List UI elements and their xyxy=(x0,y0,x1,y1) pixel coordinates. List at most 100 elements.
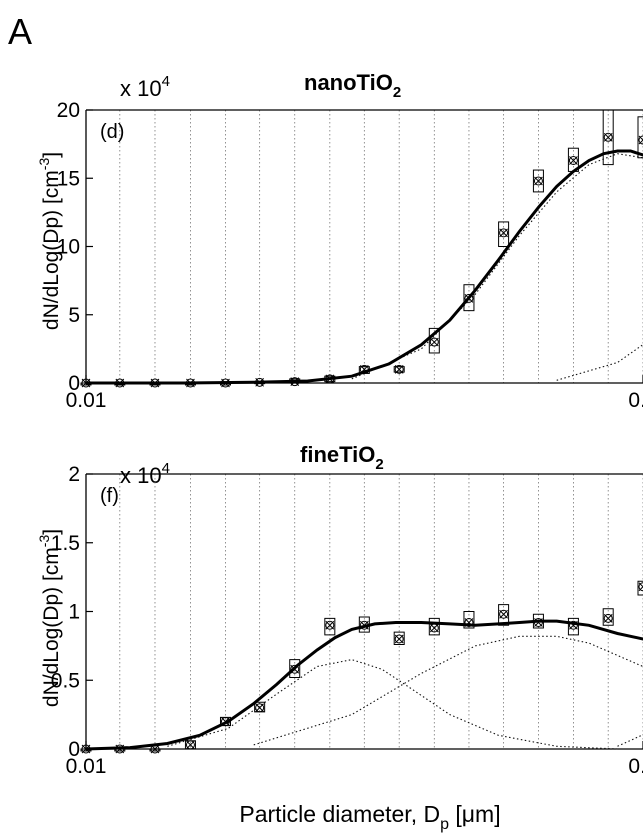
x-tick-label: 0.1 xyxy=(628,755,643,778)
mean-circle xyxy=(359,364,369,374)
mean-circle xyxy=(603,132,613,142)
data-point xyxy=(428,617,440,636)
cross-marker xyxy=(290,664,300,674)
range-box xyxy=(289,378,301,384)
cross-marker xyxy=(290,377,300,386)
y-tick-label: 20 xyxy=(57,99,80,122)
data-point xyxy=(289,377,301,387)
data-point xyxy=(637,116,643,159)
mean-circle xyxy=(429,623,439,633)
range-box xyxy=(428,327,440,354)
data-point xyxy=(393,631,405,645)
mean-circle xyxy=(464,618,474,627)
mean-circle xyxy=(325,620,335,630)
mean-circle xyxy=(220,717,230,726)
data-point xyxy=(149,744,161,754)
cross-marker xyxy=(359,620,369,630)
cross-marker xyxy=(115,378,125,388)
cross-marker xyxy=(638,582,643,592)
range-box xyxy=(428,617,440,636)
cross-marker xyxy=(603,132,613,142)
cross-marker xyxy=(221,717,230,726)
cross-marker xyxy=(359,364,369,374)
data-point xyxy=(324,374,336,384)
mean-circle xyxy=(150,378,160,388)
mean-circle xyxy=(603,613,613,623)
mean-circle xyxy=(359,620,369,630)
range-box xyxy=(532,613,544,629)
data-point xyxy=(358,364,370,374)
cross-marker xyxy=(464,618,474,627)
range-box xyxy=(567,617,579,636)
cross-marker xyxy=(569,156,578,165)
data-point xyxy=(463,284,475,312)
data-point xyxy=(498,221,510,247)
mean-circle xyxy=(638,582,643,592)
data-point xyxy=(498,604,510,626)
cross-marker xyxy=(569,620,578,630)
chart-nanoTiO2: x 104 nanoTiO2 dN/dLog(Dp) [cm-3] 0 5 10 15… xyxy=(36,70,643,412)
mean-circle xyxy=(499,228,509,238)
mode-curve xyxy=(167,659,618,750)
range-box xyxy=(393,366,405,373)
panel-letter: A xyxy=(8,11,32,52)
cross-marker xyxy=(115,744,125,754)
data-point xyxy=(80,744,92,754)
data-point xyxy=(532,613,544,629)
y-tick-label: 1 xyxy=(68,601,80,624)
x-tick-label: 0.01 xyxy=(66,755,107,778)
data-point xyxy=(324,617,336,636)
mean-circle xyxy=(568,620,578,630)
y-tick-label: 0 xyxy=(68,738,80,761)
mean-circle xyxy=(185,378,195,388)
cross-marker xyxy=(221,378,230,388)
title-nanoTiO2: nanoTiO2 xyxy=(304,70,401,101)
cross-marker xyxy=(429,337,439,347)
mean-circle xyxy=(533,176,543,186)
mean-circle xyxy=(115,378,125,388)
mean-circle xyxy=(290,664,300,674)
x-tick-label: 0.1 xyxy=(628,389,643,412)
ylabel-d: dN/dLog(Dp) [cm-3] xyxy=(36,152,63,330)
cross-marker xyxy=(603,614,613,623)
cross-marker xyxy=(464,294,474,303)
data-point xyxy=(149,378,161,388)
mean-circle xyxy=(394,634,404,644)
ylabel-f: dN/dLog(Dp) [cm-3] xyxy=(36,529,63,707)
mean-circle xyxy=(185,740,195,750)
mean-circle xyxy=(533,618,543,627)
range-box xyxy=(463,284,475,312)
data-point xyxy=(114,744,126,754)
cross-marker xyxy=(186,740,195,750)
range-box xyxy=(324,375,336,383)
y-tick-label: 1.5 xyxy=(51,532,80,555)
range-box xyxy=(358,616,370,633)
cross-marker xyxy=(255,377,265,387)
cross-marker xyxy=(81,378,91,388)
multiplier-label-d: x 104 xyxy=(120,73,170,101)
data-point xyxy=(602,109,614,166)
data-point xyxy=(184,378,196,388)
cross-marker xyxy=(186,378,195,388)
x-tick-label: 0.01 xyxy=(66,389,107,412)
mode-curve xyxy=(556,343,643,381)
mean-circle xyxy=(290,377,300,387)
mean-circle xyxy=(429,337,439,347)
mode-curve xyxy=(617,734,643,747)
data-point xyxy=(637,580,643,596)
range-box xyxy=(393,631,405,645)
cross-marker xyxy=(534,176,543,186)
cross-marker xyxy=(534,618,543,627)
cross-marker xyxy=(499,609,508,619)
data-point xyxy=(254,377,266,387)
range-box xyxy=(637,580,643,596)
y-tick-label: 0 xyxy=(68,372,80,395)
cross-marker xyxy=(255,703,265,713)
data-point xyxy=(567,147,579,172)
mean-circle xyxy=(150,744,160,754)
mean-circle xyxy=(255,377,265,387)
data-point xyxy=(219,716,231,727)
y-tick-label: 15 xyxy=(57,167,80,190)
cross-marker xyxy=(394,364,404,374)
